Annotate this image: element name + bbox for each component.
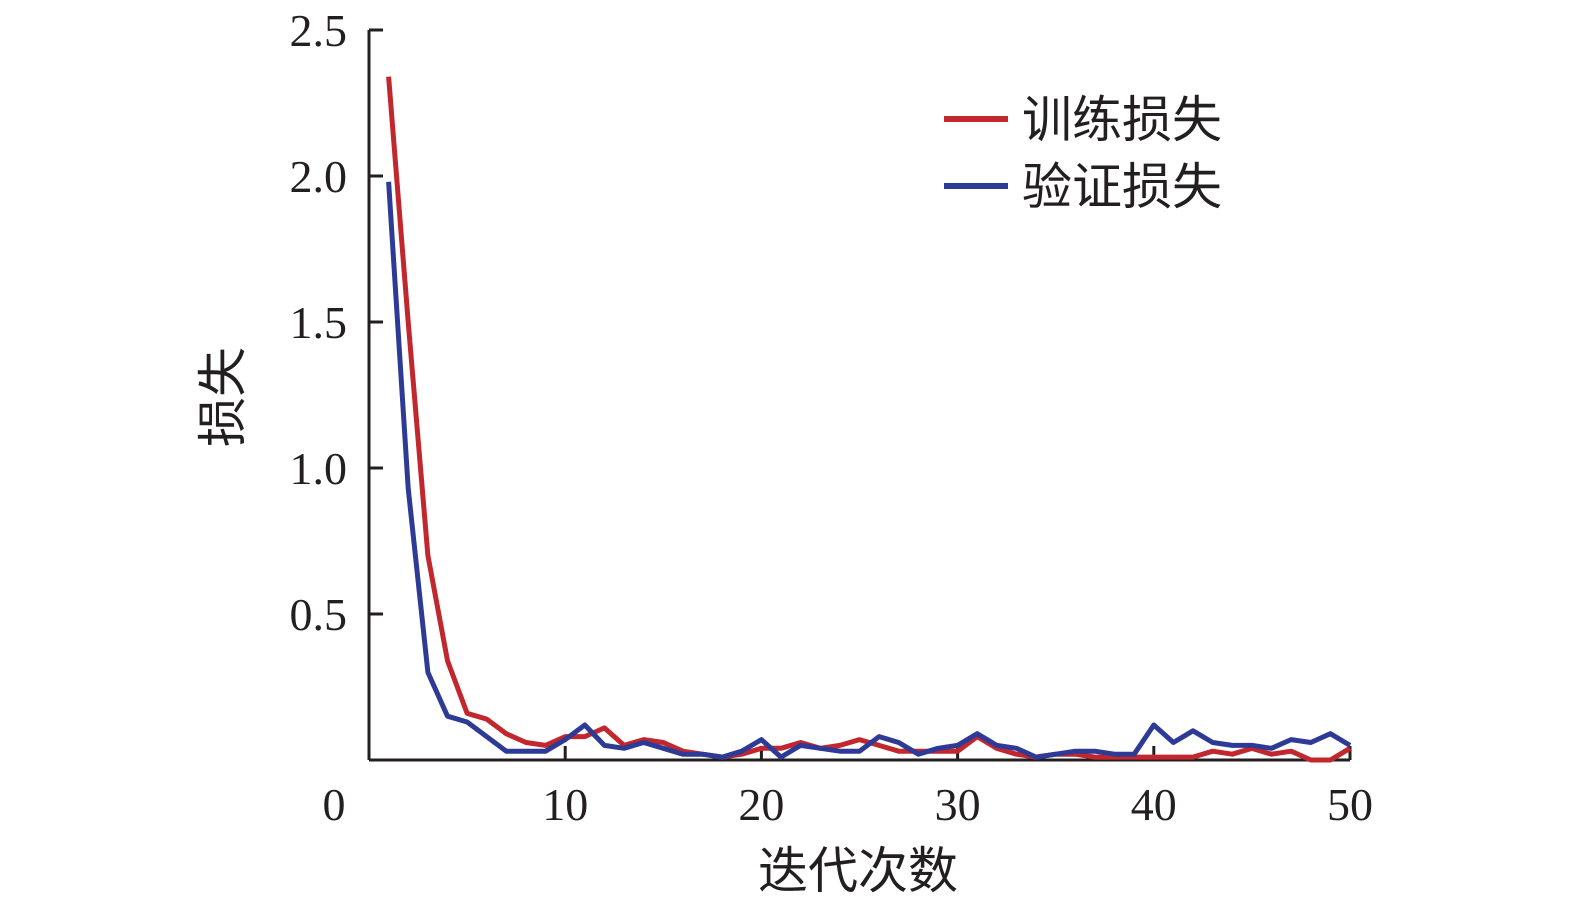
x-ticks: 0 10 20 30 40 50 — [323, 746, 1373, 830]
x-tick-label: 10 — [542, 779, 588, 830]
axes — [367, 30, 1350, 762]
y-tick-label: 0.5 — [290, 589, 348, 640]
x-tick-label: 40 — [1131, 779, 1177, 830]
x-tick-label: 20 — [738, 779, 784, 830]
y-axis-title: 损失 — [194, 347, 252, 447]
y-tick-label: 1.5 — [290, 297, 348, 348]
y-tick-label: 1.0 — [290, 443, 348, 494]
y-tick-label: 2.0 — [290, 151, 348, 202]
legend-label-train: 训练损失 — [1022, 91, 1222, 149]
x-tick-label: 30 — [935, 779, 981, 830]
y-tick-label: 2.5 — [290, 5, 348, 56]
legend-label-val: 验证损失 — [1022, 158, 1222, 216]
x-tick-label: 50 — [1327, 779, 1373, 830]
x-axis-title: 迭代次数 — [758, 842, 958, 900]
x-tick-label: 0 — [323, 779, 346, 830]
legend: 训练损失 验证损失 — [944, 91, 1222, 216]
y-ticks: 0.5 1.0 1.5 2.0 2.5 — [290, 5, 383, 640]
series-layer — [386, 76, 1352, 763]
val-loss-line — [386, 181, 1352, 760]
